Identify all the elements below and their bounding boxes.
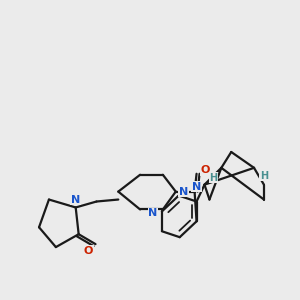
Text: N: N: [148, 208, 158, 218]
Text: O: O: [201, 165, 210, 175]
Text: H: H: [209, 173, 217, 183]
Text: H: H: [260, 171, 268, 181]
Text: N: N: [179, 187, 188, 196]
Text: N: N: [192, 182, 201, 192]
Text: O: O: [84, 246, 93, 256]
Text: N: N: [71, 194, 80, 205]
